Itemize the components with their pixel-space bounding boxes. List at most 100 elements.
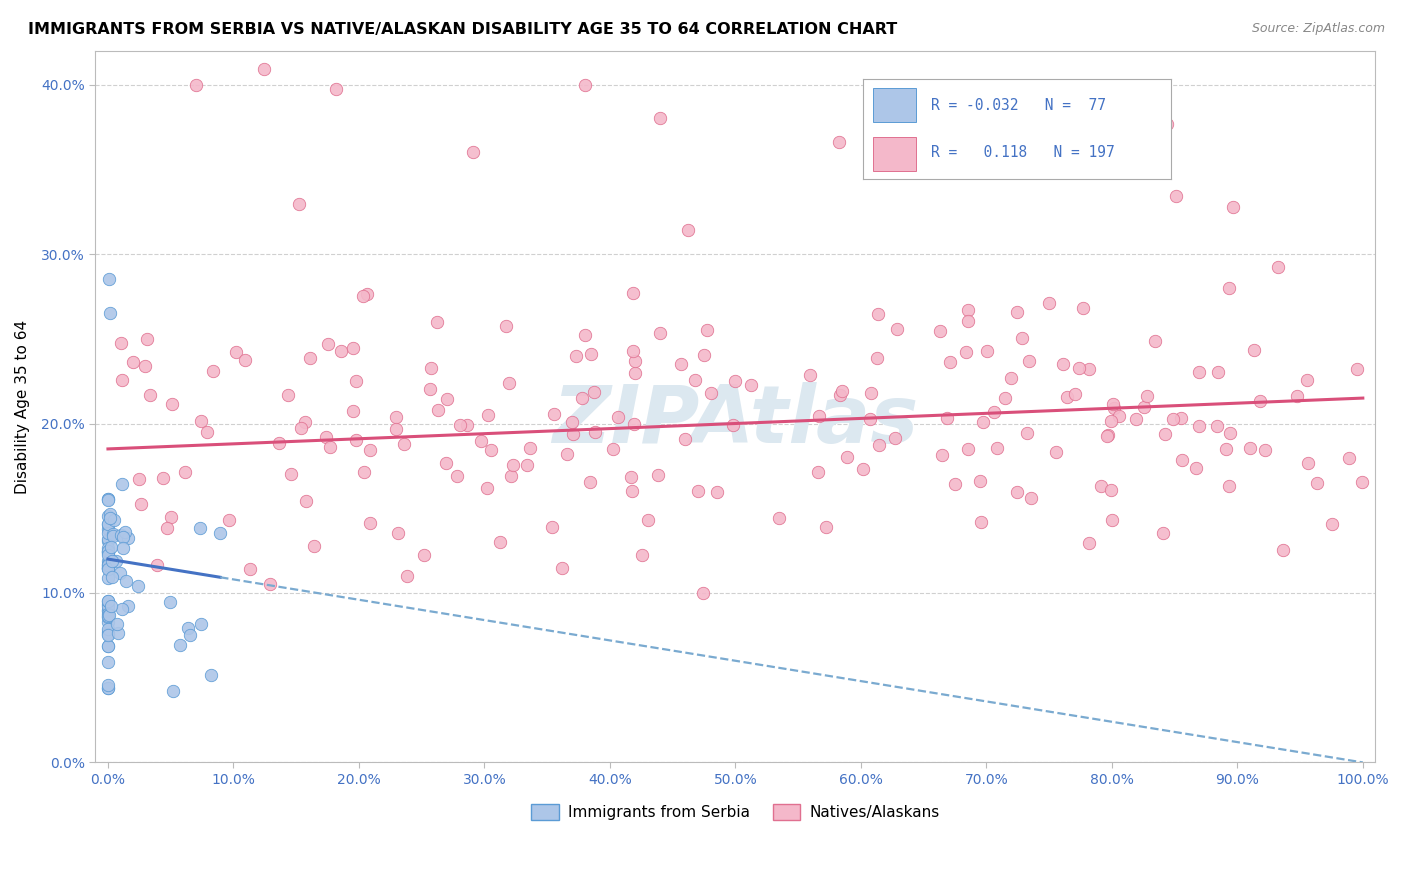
- Point: [218, 513, 240, 527]
- Point: [1164, 189, 1187, 203]
- Point: [97, 559, 120, 574]
- Point: [315, 430, 337, 444]
- Point: [1161, 411, 1184, 425]
- Point: [1185, 461, 1208, 475]
- Point: [831, 384, 853, 399]
- Point: [1222, 200, 1244, 214]
- Point: [574, 328, 596, 343]
- Point: [97, 628, 120, 642]
- Point: [620, 484, 643, 499]
- Point: [519, 441, 541, 455]
- Point: [561, 415, 583, 429]
- Point: [104, 554, 127, 568]
- Point: [1154, 427, 1177, 442]
- Point: [100, 599, 122, 614]
- Point: [1017, 426, 1039, 441]
- Point: [637, 513, 659, 527]
- Point: [1090, 479, 1112, 493]
- Point: [1005, 304, 1028, 318]
- Point: [359, 516, 381, 531]
- Point: [201, 364, 224, 378]
- Point: [325, 82, 347, 96]
- Point: [1346, 362, 1368, 376]
- Point: [647, 468, 669, 483]
- Point: [97, 615, 120, 629]
- Point: [98, 272, 121, 286]
- Point: [650, 326, 672, 340]
- Point: [97, 546, 120, 560]
- Point: [342, 341, 364, 355]
- Point: [1067, 361, 1090, 376]
- Point: [97, 517, 120, 532]
- Point: [1188, 419, 1211, 434]
- Point: [395, 569, 418, 583]
- Point: [768, 511, 790, 525]
- Point: [1077, 87, 1099, 101]
- Point: [295, 494, 318, 508]
- Point: [97, 543, 120, 558]
- Point: [97, 594, 120, 608]
- Point: [624, 367, 647, 381]
- Point: [830, 388, 852, 402]
- Point: [156, 520, 179, 534]
- Point: [419, 382, 441, 396]
- Point: [562, 427, 585, 442]
- Point: [551, 560, 574, 574]
- Point: [97, 541, 120, 556]
- Point: [97, 571, 120, 585]
- Point: [97, 681, 120, 695]
- Point: [1077, 362, 1099, 376]
- Point: [1254, 443, 1277, 458]
- Point: [97, 607, 120, 622]
- Point: [353, 465, 375, 479]
- Point: [122, 355, 145, 369]
- Point: [808, 409, 831, 423]
- Point: [162, 684, 184, 698]
- Point: [114, 574, 136, 589]
- Point: [972, 415, 994, 429]
- Point: [866, 351, 889, 365]
- Point: [648, 112, 671, 126]
- Point: [97, 516, 120, 531]
- Point: [319, 440, 342, 454]
- Point: [160, 509, 183, 524]
- Point: [159, 594, 181, 608]
- Point: [97, 609, 120, 624]
- Text: ZIPAtlas: ZIPAtlas: [553, 382, 918, 459]
- Point: [935, 411, 957, 425]
- Point: [111, 601, 134, 615]
- Point: [815, 519, 838, 533]
- Point: [479, 442, 502, 457]
- Point: [434, 456, 457, 470]
- Point: [696, 323, 718, 337]
- Point: [97, 557, 120, 571]
- Point: [579, 347, 602, 361]
- Point: [100, 306, 122, 320]
- Point: [891, 149, 914, 163]
- Point: [1095, 429, 1118, 443]
- Point: [190, 414, 212, 428]
- Point: [97, 655, 120, 669]
- Point: [101, 527, 124, 541]
- Point: [1206, 418, 1229, 433]
- Point: [1000, 371, 1022, 385]
- Point: [475, 481, 498, 495]
- Point: [740, 378, 762, 392]
- Point: [97, 681, 120, 695]
- Point: [103, 513, 125, 527]
- Point: [673, 433, 696, 447]
- Point: [97, 599, 120, 613]
- Point: [956, 442, 979, 456]
- Point: [97, 562, 120, 576]
- Point: [868, 163, 890, 178]
- Point: [318, 336, 340, 351]
- Point: [356, 287, 378, 301]
- Point: [97, 522, 120, 536]
- Point: [607, 409, 630, 424]
- Point: [1218, 479, 1240, 493]
- Point: [177, 621, 200, 635]
- Point: [1170, 411, 1192, 425]
- Point: [392, 436, 415, 450]
- Point: [939, 355, 962, 369]
- Point: [290, 421, 312, 435]
